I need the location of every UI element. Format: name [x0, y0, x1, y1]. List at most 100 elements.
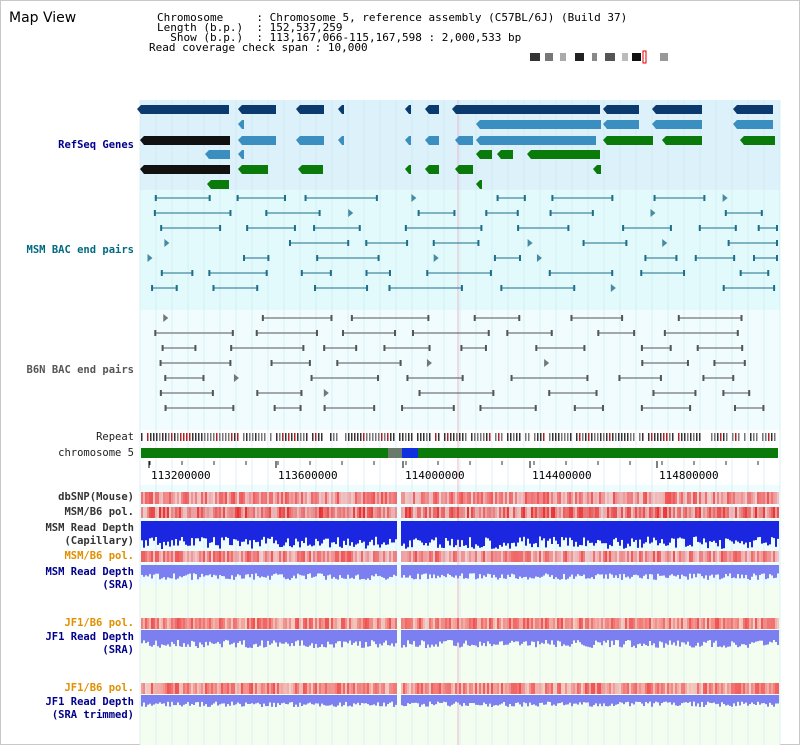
jf1-depth-sra-bar: [771, 630, 773, 643]
jf1-depth-sra-bar: [481, 630, 483, 646]
msm-b6-pol-heat: [661, 507, 663, 518]
jf1-b6-pol-heat: [469, 618, 471, 629]
msm-b6-pol-heat: [475, 507, 477, 518]
jf1-depth-sra-bar: [251, 630, 253, 648]
jf1-b6-pol-heat: [221, 618, 223, 629]
dbsnp-heat: [209, 492, 211, 504]
jf1-b6-pol-heat-2: [235, 683, 237, 694]
jf1-b6-pol-heat: [197, 618, 199, 629]
jf1-b6-pol-heat-2: [379, 683, 381, 694]
msm-b6-pol-heat-2: [719, 551, 721, 562]
dbsnp-heat: [269, 492, 271, 504]
msm-depth-capillary-bar: [551, 521, 553, 544]
msm-bac-pair-end: [347, 240, 350, 246]
repeat-element: [591, 433, 593, 441]
jf1-b6-pol-heat: [699, 618, 701, 629]
jf1-depth-sra-bar: [615, 630, 617, 641]
jf1-depth-trimmed-bar: [711, 695, 713, 704]
msm-depth-capillary-bar: [263, 521, 265, 537]
jf1-b6-pol-heat: [715, 618, 717, 629]
jf1-b6-pol-heat-2: [687, 683, 689, 694]
msm-depth-sra-bar: [265, 565, 267, 578]
msm-depth-sra-bar: [477, 565, 479, 579]
repeat-element: [411, 433, 413, 441]
jf1-depth-sra-bar: [707, 630, 709, 641]
repeat-element: [513, 433, 515, 441]
msm-depth-capillary-bar: [771, 521, 773, 538]
jf1-b6-pol-heat: [503, 618, 505, 629]
jf1-depth-sra-bar: [351, 630, 353, 645]
dbsnp-heat: [513, 492, 515, 504]
jf1-b6-pol-heat: [193, 618, 195, 629]
msm-b6-pol-heat: [427, 507, 429, 518]
jf1-depth-trimmed-bar: [315, 695, 317, 704]
jf1-b6-pol-heat: [271, 618, 273, 629]
jf1-depth-trimmed-bar: [507, 695, 509, 707]
jf1-b6-pol-heat: [159, 618, 161, 629]
jf1-b6-pol-heat: [495, 618, 497, 629]
repeat-element: [372, 433, 374, 441]
msm-depth-sra-bar: [321, 565, 323, 574]
msm-bac-pair-marker: [722, 194, 728, 202]
msm-depth-capillary-bar: [309, 521, 311, 545]
msm-b6-pol-heat-2: [611, 551, 613, 562]
jf1-depth-trimmed-bar: [261, 695, 263, 707]
dbsnp-heat: [613, 492, 615, 504]
msm-bac-pair-end: [313, 225, 316, 231]
msm-b6-pol-heat: [243, 507, 245, 518]
msm-b6-pol-heat: [701, 507, 703, 518]
jf1-depth-trimmed-bar: [463, 695, 465, 704]
jf1-b6-pol-heat-2: [485, 683, 487, 694]
msm-depth-sra-bar: [487, 565, 489, 574]
jf1-depth-sra-bar: [609, 630, 611, 648]
msm-b6-pol-heat-2: [511, 551, 513, 562]
jf1-b6-pol-heat-2: [237, 683, 239, 694]
repeat-element: [318, 433, 320, 441]
msm-depth-capillary-bar: [553, 521, 555, 537]
msm-b6-pol-heat-2: [215, 551, 217, 562]
dbsnp-heat: [475, 492, 477, 504]
dbsnp-heat: [395, 492, 397, 504]
msm-b6-pol-heat-2: [713, 551, 715, 562]
msm-depth-sra-bar: [167, 565, 169, 578]
msm-depth-capillary-bar: [731, 521, 733, 542]
dbsnp-heat: [155, 492, 157, 504]
jf1-b6-pol-heat-2: [505, 683, 507, 694]
jf1-b6-pol-heat: [615, 618, 617, 629]
msm-b6-pol-heat-2: [737, 551, 739, 562]
b6n-bac-pair-end: [427, 315, 430, 321]
msm-depth-capillary-bar: [187, 521, 189, 546]
msm-b6-pol-heat: [573, 507, 575, 518]
b6n-bac-pair-end: [484, 345, 487, 351]
repeat-element: [402, 433, 404, 441]
jf1-b6-pol-heat-2: [497, 683, 499, 694]
jf1-depth-sra-bar: [389, 630, 391, 646]
msm-bac-pair-end: [388, 270, 391, 276]
msm-b6-pol-heat-2: [589, 551, 591, 562]
msm-b6-pol-heat: [603, 507, 605, 518]
dbsnp-heat: [769, 492, 771, 504]
msm-depth-capillary-bar: [475, 521, 477, 545]
msm-depth-capillary-bar: [601, 521, 603, 544]
jf1-depth-trimmed-bar: [193, 695, 195, 706]
jf1-b6-pol-heat-2: [733, 683, 735, 694]
jf1-depth-sra-bar: [745, 630, 747, 646]
jf1-b6-pol-heat: [701, 618, 703, 629]
msm-b6-pol-heat: [377, 507, 379, 518]
dbsnp-heat: [235, 492, 237, 504]
jf1-depth-sra-bar: [455, 630, 457, 647]
dbsnp-heat: [559, 492, 561, 504]
msm-b6-pol-heat-2: [221, 551, 223, 562]
jf1-depth-trimmed-bar: [675, 695, 677, 706]
msm-b6-pol-heat-2: [711, 551, 713, 562]
jf1-depth-sra-bar: [315, 630, 317, 645]
jf1-b6-pol-heat-2: [175, 683, 177, 694]
msm-b6-pol-heat: [693, 507, 695, 518]
msm-b6-pol-heat-2: [195, 551, 197, 562]
dbsnp-heat: [331, 492, 333, 504]
msm-b6-pol-heat: [185, 507, 187, 518]
jf1-b6-pol-heat: [181, 618, 183, 629]
jf1-b6-pol-heat-2: [315, 683, 317, 694]
jf1-depth-trimmed-bar: [697, 695, 699, 704]
